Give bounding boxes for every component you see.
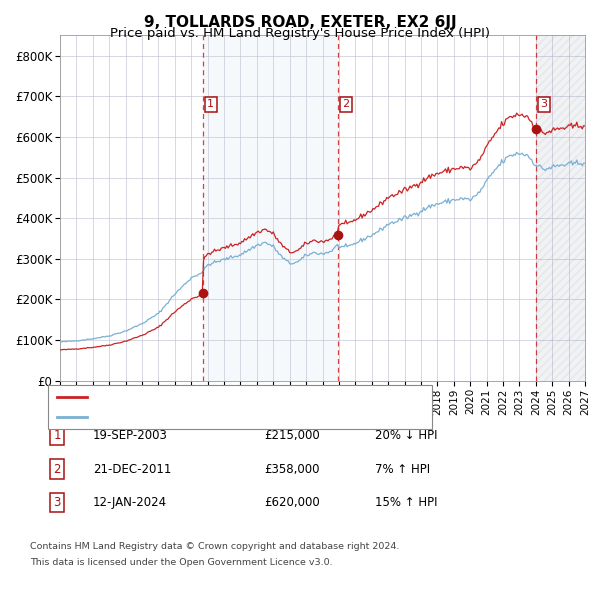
Bar bbox=[536, 35, 585, 381]
Text: £358,000: £358,000 bbox=[264, 463, 320, 476]
Text: 21-DEC-2011: 21-DEC-2011 bbox=[93, 463, 172, 476]
Text: 20% ↓ HPI: 20% ↓ HPI bbox=[375, 429, 437, 442]
Text: 15% ↑ HPI: 15% ↑ HPI bbox=[375, 496, 437, 509]
Text: 12-JAN-2024: 12-JAN-2024 bbox=[93, 496, 167, 509]
Text: 1: 1 bbox=[53, 429, 61, 442]
Text: Price paid vs. HM Land Registry's House Price Index (HPI): Price paid vs. HM Land Registry's House … bbox=[110, 27, 490, 40]
Text: 2: 2 bbox=[343, 100, 350, 109]
Text: 9, TOLLARDS ROAD, EXETER, EX2 6JJ: 9, TOLLARDS ROAD, EXETER, EX2 6JJ bbox=[143, 15, 457, 30]
Text: £215,000: £215,000 bbox=[264, 429, 320, 442]
Text: 3: 3 bbox=[541, 100, 548, 109]
Text: This data is licensed under the Open Government Licence v3.0.: This data is licensed under the Open Gov… bbox=[30, 558, 332, 566]
Text: 19-SEP-2003: 19-SEP-2003 bbox=[93, 429, 168, 442]
Text: £620,000: £620,000 bbox=[264, 496, 320, 509]
Text: 7% ↑ HPI: 7% ↑ HPI bbox=[375, 463, 430, 476]
Bar bbox=[203, 35, 338, 381]
Text: 3: 3 bbox=[53, 496, 61, 509]
Text: 2: 2 bbox=[53, 463, 61, 476]
Text: 1: 1 bbox=[207, 100, 214, 109]
Text: 9, TOLLARDS ROAD, EXETER, EX2 6JJ (detached house): 9, TOLLARDS ROAD, EXETER, EX2 6JJ (detac… bbox=[93, 392, 400, 402]
Text: HPI: Average price, detached house, Exeter: HPI: Average price, detached house, Exet… bbox=[93, 412, 335, 421]
Text: Contains HM Land Registry data © Crown copyright and database right 2024.: Contains HM Land Registry data © Crown c… bbox=[30, 542, 400, 550]
